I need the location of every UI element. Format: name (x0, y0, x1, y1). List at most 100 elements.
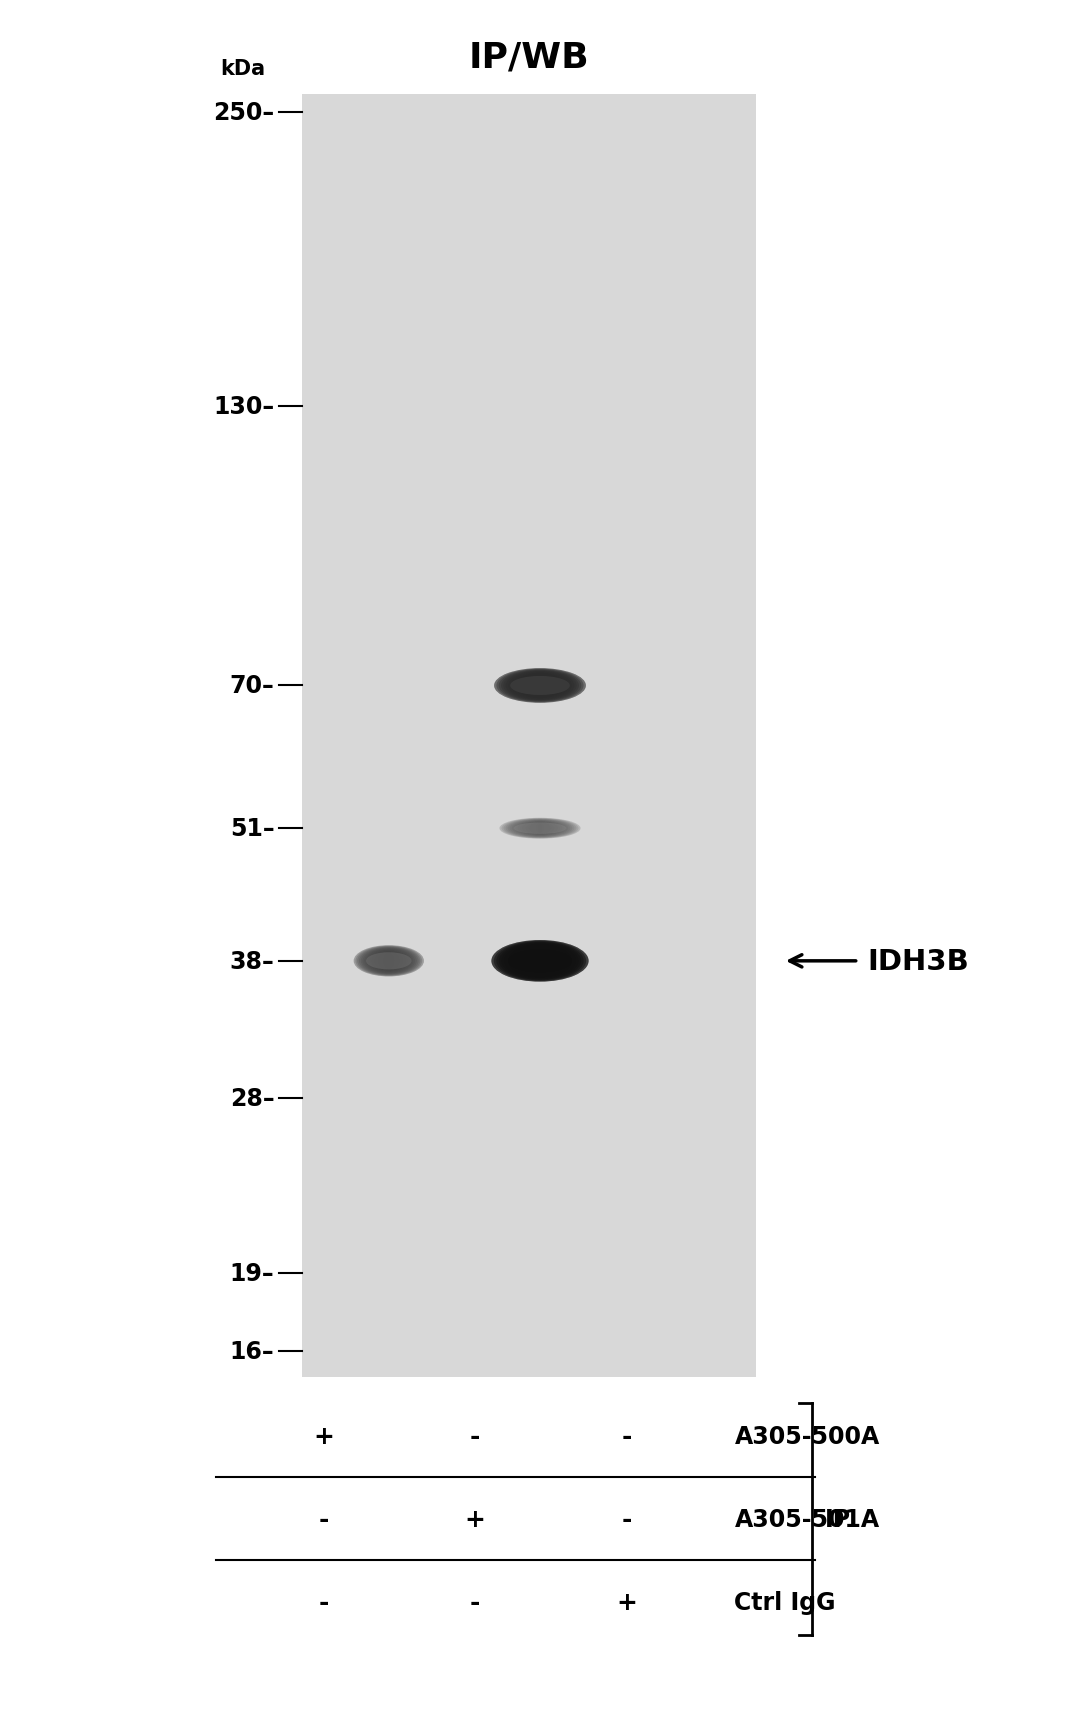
Ellipse shape (519, 674, 561, 698)
Ellipse shape (517, 821, 563, 837)
Ellipse shape (513, 674, 568, 700)
Ellipse shape (378, 953, 400, 970)
Ellipse shape (519, 821, 561, 837)
Ellipse shape (369, 949, 408, 973)
Ellipse shape (532, 951, 548, 972)
Text: +: + (464, 1507, 486, 1531)
Ellipse shape (499, 670, 581, 703)
Text: IDH3B: IDH3B (867, 947, 969, 975)
Ellipse shape (516, 947, 564, 975)
Ellipse shape (536, 951, 545, 972)
Ellipse shape (510, 819, 570, 838)
Ellipse shape (501, 670, 579, 701)
Ellipse shape (523, 949, 557, 973)
Ellipse shape (491, 940, 589, 982)
Ellipse shape (495, 669, 586, 703)
Ellipse shape (521, 947, 559, 975)
Text: 130–: 130– (213, 395, 274, 419)
Ellipse shape (511, 946, 569, 977)
Ellipse shape (354, 946, 424, 977)
Ellipse shape (380, 953, 397, 970)
Ellipse shape (514, 821, 566, 837)
Ellipse shape (522, 675, 558, 698)
Text: kDa: kDa (220, 59, 266, 80)
Ellipse shape (377, 953, 401, 970)
Ellipse shape (515, 674, 565, 698)
Text: 19–: 19– (230, 1261, 274, 1285)
Ellipse shape (510, 677, 570, 696)
Ellipse shape (509, 949, 571, 973)
Text: 250–: 250– (213, 100, 274, 125)
Ellipse shape (361, 947, 417, 975)
Ellipse shape (526, 823, 554, 835)
Ellipse shape (501, 819, 579, 838)
Ellipse shape (363, 947, 415, 975)
Ellipse shape (501, 942, 579, 980)
Ellipse shape (372, 951, 406, 972)
Ellipse shape (508, 819, 572, 838)
Ellipse shape (528, 823, 552, 835)
Ellipse shape (495, 669, 586, 703)
Ellipse shape (534, 677, 546, 695)
Text: -: - (319, 1590, 329, 1614)
Ellipse shape (505, 944, 575, 979)
Ellipse shape (512, 821, 568, 837)
Ellipse shape (503, 670, 577, 701)
Text: 28–: 28– (230, 1088, 274, 1110)
Ellipse shape (514, 823, 566, 835)
Ellipse shape (494, 940, 586, 982)
Ellipse shape (524, 675, 556, 696)
Ellipse shape (528, 949, 552, 973)
Ellipse shape (357, 947, 420, 975)
Ellipse shape (530, 951, 550, 972)
Text: IP: IP (825, 1507, 851, 1531)
Ellipse shape (364, 949, 414, 973)
Ellipse shape (505, 819, 575, 838)
Ellipse shape (518, 947, 562, 975)
Text: A305-500A: A305-500A (734, 1424, 879, 1448)
Ellipse shape (509, 946, 571, 977)
Text: 38–: 38– (230, 949, 274, 973)
Ellipse shape (528, 677, 552, 696)
Ellipse shape (526, 675, 554, 696)
Text: -: - (621, 1507, 632, 1531)
Ellipse shape (531, 677, 549, 695)
Ellipse shape (513, 946, 567, 977)
Ellipse shape (359, 947, 419, 975)
Ellipse shape (497, 669, 583, 703)
Ellipse shape (525, 949, 555, 973)
Ellipse shape (503, 944, 577, 979)
Ellipse shape (503, 819, 577, 838)
Ellipse shape (499, 818, 581, 838)
Text: -: - (470, 1590, 481, 1614)
Ellipse shape (497, 942, 583, 980)
Text: IP/WB: IP/WB (469, 40, 590, 74)
Ellipse shape (516, 821, 564, 837)
Ellipse shape (524, 823, 556, 835)
Ellipse shape (382, 953, 395, 970)
Ellipse shape (367, 949, 410, 973)
Ellipse shape (499, 818, 581, 838)
Ellipse shape (508, 672, 572, 700)
Ellipse shape (366, 953, 411, 970)
Bar (302, 95, 756, 1377)
Text: Ctrl IgG: Ctrl IgG (734, 1590, 836, 1614)
Ellipse shape (517, 674, 563, 698)
Text: -: - (470, 1424, 481, 1448)
Text: -: - (319, 1507, 329, 1531)
Text: +: + (616, 1590, 637, 1614)
Ellipse shape (354, 946, 424, 977)
Ellipse shape (375, 951, 403, 972)
Text: A305-501A: A305-501A (734, 1507, 879, 1531)
Ellipse shape (355, 946, 422, 977)
Ellipse shape (366, 949, 411, 973)
Ellipse shape (491, 940, 589, 982)
Text: 16–: 16– (230, 1339, 274, 1363)
Ellipse shape (522, 821, 558, 835)
Text: +: + (313, 1424, 335, 1448)
Text: -: - (621, 1424, 632, 1448)
Text: 70–: 70– (230, 674, 274, 698)
Ellipse shape (505, 672, 575, 701)
Ellipse shape (510, 672, 570, 700)
Ellipse shape (499, 942, 581, 980)
